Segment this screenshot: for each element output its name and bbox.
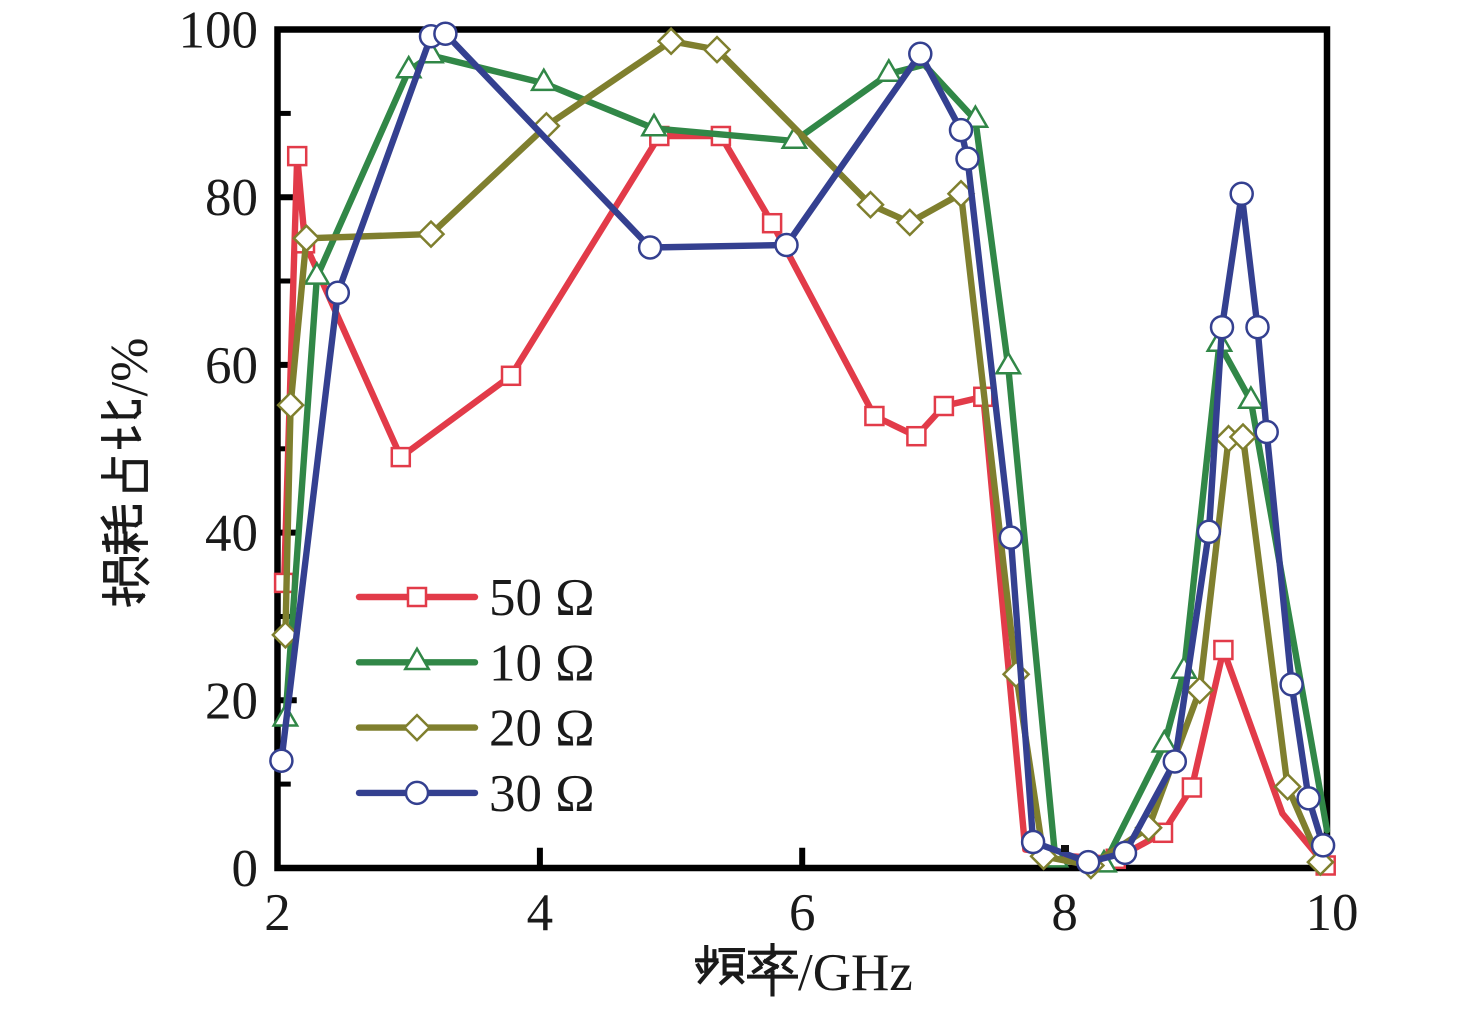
svg-text:6: 6 (789, 884, 816, 942)
svg-text:10 Ω: 10 Ω (489, 634, 595, 692)
svg-text:100: 100 (179, 2, 259, 60)
svg-text:4: 4 (527, 884, 554, 942)
svg-text:10: 10 (1306, 884, 1359, 942)
svg-text:20: 20 (205, 672, 258, 730)
svg-text:2: 2 (264, 884, 291, 942)
svg-text:80: 80 (205, 169, 258, 227)
svg-text:30 Ω: 30 Ω (489, 765, 595, 823)
svg-text:/%: /% (101, 338, 159, 397)
svg-text:50 Ω: 50 Ω (489, 569, 595, 627)
svg-text:/GHz: /GHz (798, 944, 913, 1002)
svg-text:20 Ω: 20 Ω (489, 700, 595, 758)
svg-text:40: 40 (205, 505, 258, 563)
svg-text:8: 8 (1051, 884, 1078, 942)
svg-text:60: 60 (205, 337, 258, 395)
svg-text:0: 0 (232, 840, 259, 898)
